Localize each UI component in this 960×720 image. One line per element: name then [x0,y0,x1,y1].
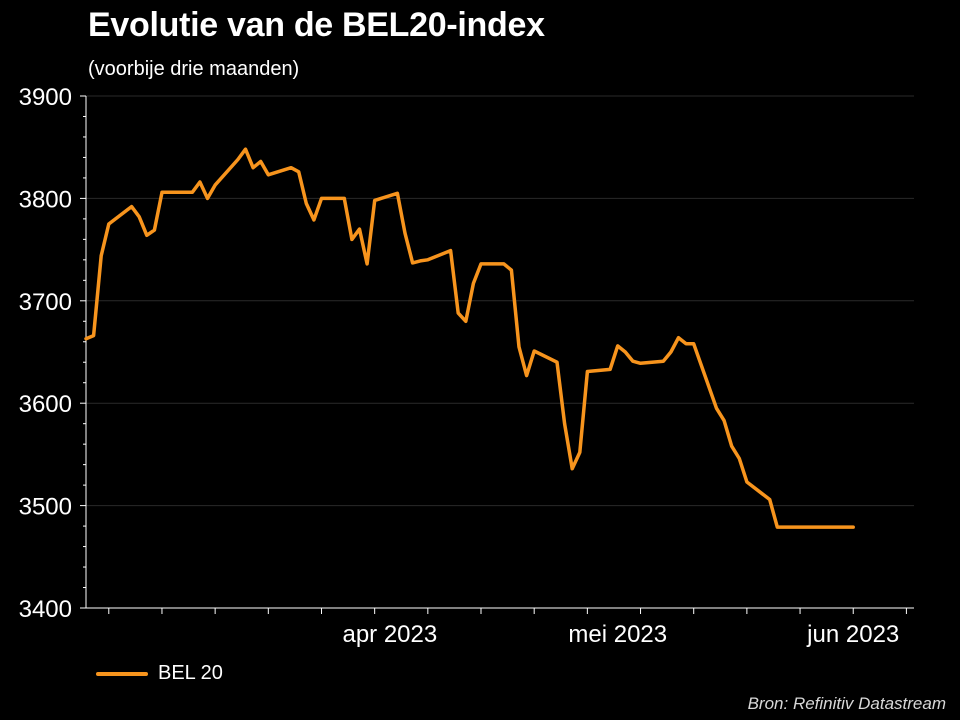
y-tick-label: 3500 [19,494,72,521]
series-line-bel20 [84,147,855,529]
x-tick-label: mei 2023 [568,621,667,648]
legend-label: BEL 20 [158,662,223,684]
x-tick-label: apr 2023 [342,621,437,648]
y-tick-label: 3800 [19,186,72,213]
y-tick-label: 3700 [19,289,72,316]
source-note: Bron: Refinitiv Datastream [747,694,946,713]
legend-swatch [96,671,148,676]
chart-title: Evolutie van de BEL20-index [88,6,545,44]
y-tick-label: 3400 [19,596,72,623]
y-axis-ticks: 3400 3500 3600 3700 3800 3900 [19,84,86,623]
x-axis-ticks: apr 2023 mei 2023 jun 2023 [108,608,907,648]
chart-subtitle: (voorbije drie maanden) [88,58,300,80]
axes [85,96,914,609]
grid-lines [86,95,914,507]
y-tick-label: 3600 [19,391,72,418]
y-tick-label: 3900 [19,84,72,111]
x-tick-label: jun 2023 [806,621,899,648]
legend: BEL 20 [96,662,223,685]
